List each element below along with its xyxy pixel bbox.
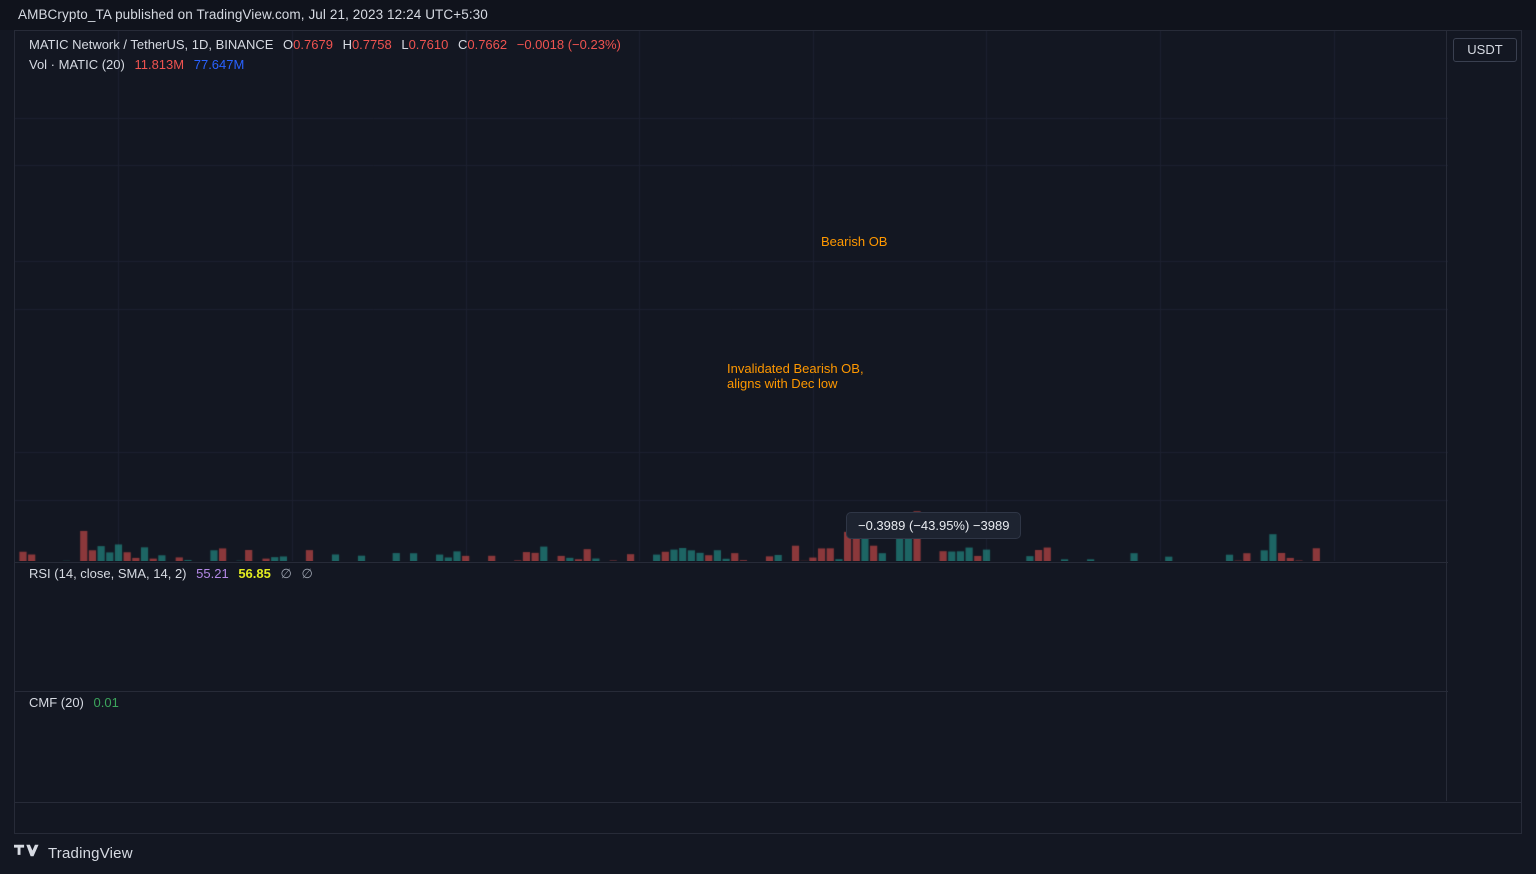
rsi-legend-title: RSI (14, close, SMA, 14, 2) — [29, 566, 187, 581]
price-axis[interactable]: USDT — [1446, 31, 1521, 801]
rsi-sma-value: 56.85 — [238, 566, 271, 581]
rsi-pane[interactable]: RSI (14, close, SMA, 14, 2) 55.21 56.85 … — [15, 562, 1448, 690]
main-price-pane[interactable]: MATIC Network / TetherUS, 1D, BINANCE O0… — [15, 31, 1448, 561]
cmf-legend[interactable]: CMF (20) 0.01 — [29, 695, 119, 710]
rsi-legend[interactable]: RSI (14, close, SMA, 14, 2) 55.21 56.85 … — [29, 566, 313, 582]
symbol-legend[interactable]: MATIC Network / TetherUS, 1D, BINANCE O0… — [29, 37, 621, 52]
tradingview-logo-icon — [14, 843, 40, 863]
tradingview-brand: TradingView — [48, 844, 133, 862]
ohlc-high: 0.7758 — [351, 37, 392, 52]
cmf-legend-title: CMF (20) — [29, 695, 84, 710]
chart-frame: MATIC Network / TetherUS, 1D, BINANCE O0… — [14, 30, 1522, 834]
cmf-pane[interactable]: CMF (20) 0.01 — [15, 691, 1448, 801]
volume-legend[interactable]: Vol · MATIC (20) 11.813M 77.647M — [29, 57, 244, 72]
time-axis[interactable] — [15, 802, 1521, 834]
price-change: −0.0018 (−0.23%) — [516, 37, 621, 52]
symbol-title: MATIC Network / TetherUS, 1D, BINANCE — [29, 37, 274, 52]
ohlc-low-label: L — [401, 37, 409, 52]
volume-ma-value: 77.647M — [193, 57, 245, 72]
footer: TradingView — [14, 840, 254, 866]
cmf-value: 0.01 — [93, 695, 119, 710]
ohlc-open-label: O — [283, 37, 294, 52]
rsi-lower-value: ∅ — [301, 566, 313, 581]
publisher-text: AMBCrypto_TA published on TradingView.co… — [18, 7, 488, 22]
ohlc-close-label: C — [457, 37, 468, 52]
annotation-invalidated-bearish-ob[interactable]: Invalidated Bearish OB, aligns with Dec … — [727, 361, 864, 391]
currency-badge[interactable]: USDT — [1453, 38, 1517, 62]
annotation-bearish-ob[interactable]: Bearish OB — [821, 234, 888, 249]
ohlc-open: 0.7679 — [293, 37, 333, 52]
ohlc-close: 0.7662 — [467, 37, 508, 52]
ohlc-low: 0.7610 — [408, 37, 449, 52]
measurement-label[interactable]: −0.3989 (−43.95%) −3989 — [846, 512, 1022, 539]
publisher-bar: AMBCrypto_TA published on TradingView.co… — [0, 0, 1536, 30]
rsi-upper-value: ∅ — [280, 566, 292, 581]
volume-legend-title: Vol · MATIC (20) — [29, 57, 125, 72]
rsi-value: 55.21 — [196, 566, 229, 581]
ohlc-high-label: H — [342, 37, 352, 52]
volume-value: 11.813M — [134, 57, 185, 72]
